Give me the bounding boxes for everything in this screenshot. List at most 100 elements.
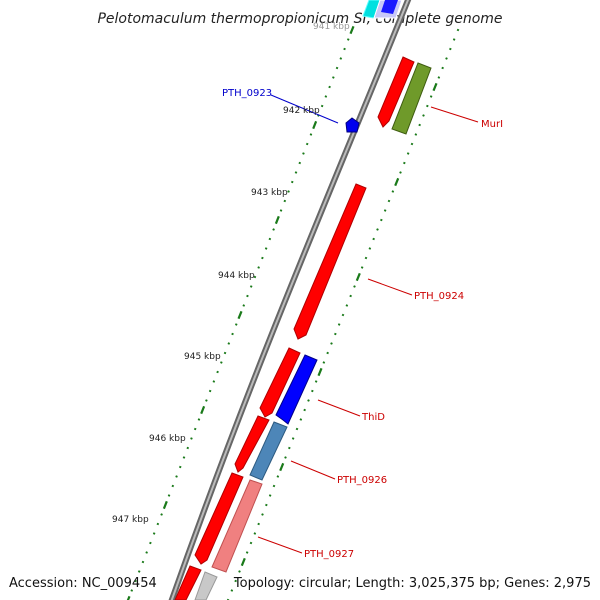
minor-tick — [137, 570, 141, 573]
minor-tick — [238, 570, 241, 573]
minor-tick — [284, 456, 287, 459]
minor-tick — [376, 228, 379, 231]
minor-tick — [302, 152, 305, 155]
minor-tick — [288, 446, 291, 450]
minor-tick — [261, 513, 264, 516]
minor-tick — [141, 560, 145, 564]
minor-tick — [307, 399, 310, 402]
gene-label-pth0927[interactable]: PTH_0927 — [304, 549, 354, 560]
gene-pth0924-arrow[interactable] — [293, 183, 367, 340]
minor-tick — [326, 351, 329, 355]
gene-label-thid[interactable]: ThiD — [361, 412, 385, 423]
gene-red-thid-left[interactable] — [259, 347, 301, 418]
minor-tick — [334, 332, 337, 336]
minor-tick — [261, 256, 264, 260]
minor-tick — [349, 294, 352, 298]
minor-tick — [208, 389, 212, 393]
minor-tick — [276, 475, 280, 478]
gene-label-pth0926[interactable]: PTH_0926 — [337, 475, 387, 486]
minor-tick — [190, 437, 193, 440]
gene-blue-top[interactable] — [381, 0, 398, 14]
minor-tick — [287, 190, 290, 193]
minor-tick — [295, 427, 299, 431]
minor-tick — [242, 304, 246, 307]
minor-tick — [197, 418, 201, 421]
dotted-guides — [126, 25, 460, 600]
minor-tick — [380, 218, 383, 222]
minor-tick — [249, 285, 253, 288]
kbp-label-942: 942 kbp — [283, 106, 320, 116]
gene-label-pth0924[interactable]: PTH_0924 — [414, 291, 464, 302]
partial-kbp-label: 941 kbp — [313, 22, 350, 32]
accession-text: Accession: NC_009454 — [9, 576, 157, 591]
gene-label-pth0923[interactable]: PTH_0923 — [222, 88, 272, 99]
minor-tick — [298, 161, 302, 165]
minor-tick — [456, 28, 460, 32]
minor-tick — [182, 456, 186, 459]
minor-tick — [160, 513, 163, 516]
minor-tick — [178, 465, 182, 469]
minor-tick — [437, 76, 441, 79]
major-tick — [274, 215, 280, 225]
minor-tick — [303, 408, 306, 412]
minor-tick — [253, 532, 257, 535]
minor-tick — [335, 66, 339, 70]
minor-tick — [134, 579, 137, 583]
gene-leader-lines — [257, 94, 479, 554]
gene-pth0923-marker[interactable] — [345, 117, 360, 133]
minor-tick — [391, 190, 395, 193]
minor-tick — [314, 380, 318, 383]
minor-tick — [216, 370, 219, 374]
minor-tick — [234, 323, 238, 326]
minor-tick — [230, 589, 234, 592]
minor-tick — [149, 541, 152, 545]
gene-label-muri[interactable]: MurI — [481, 119, 503, 130]
minor-tick — [311, 389, 314, 393]
minor-tick — [167, 494, 171, 497]
gene-red-bottom[interactable] — [174, 565, 202, 600]
minor-tick — [452, 38, 456, 41]
minor-tick — [332, 76, 335, 79]
minor-tick — [279, 209, 283, 212]
minor-tick — [226, 598, 230, 600]
minor-tick — [403, 161, 406, 165]
minor-tick — [212, 380, 216, 383]
minor-tick — [152, 532, 156, 535]
major-tick — [317, 367, 323, 377]
minor-tick — [246, 294, 249, 298]
gene-pth0926-arrow[interactable] — [249, 421, 288, 481]
minor-tick — [422, 114, 425, 117]
minor-tick — [175, 475, 178, 478]
minor-tick — [265, 503, 268, 507]
map-title: Pelotomaculum thermopropionicum SI, comp… — [97, 11, 502, 27]
minor-tick — [341, 313, 345, 317]
minor-tick — [330, 342, 333, 345]
gene-grey-bottom[interactable] — [194, 571, 218, 600]
minor-tick — [339, 57, 343, 60]
minor-tick — [231, 332, 234, 336]
major-tick — [432, 82, 438, 92]
gene-features — [174, 0, 432, 600]
gene-thid-arrow[interactable] — [275, 354, 318, 425]
gene-muri-arrow[interactable] — [377, 56, 415, 128]
major-tick — [349, 25, 355, 35]
minor-tick — [272, 484, 276, 488]
major-tick — [355, 272, 361, 282]
minor-tick — [257, 266, 260, 269]
minor-tick — [346, 38, 350, 41]
gene-pth0927-arrow[interactable] — [211, 479, 263, 573]
kbp-label-944: 944 kbp — [218, 271, 255, 281]
minor-tick — [294, 171, 298, 174]
kbp-label-947: 947 kbp — [112, 515, 149, 525]
gene-olive-arrow[interactable] — [391, 62, 432, 135]
minor-tick — [353, 285, 356, 288]
minor-tick — [426, 104, 429, 108]
gene-red-0927-left[interactable] — [194, 472, 244, 565]
kbp-label-946: 946 kbp — [149, 434, 186, 444]
topology-text: Topology: circular; Length: 3,025,375 bp… — [233, 576, 591, 591]
gene-red-0926-left[interactable] — [234, 415, 270, 473]
minor-tick — [324, 95, 328, 98]
minor-tick — [283, 199, 287, 203]
minor-tick — [268, 237, 272, 241]
minor-tick — [156, 522, 160, 526]
